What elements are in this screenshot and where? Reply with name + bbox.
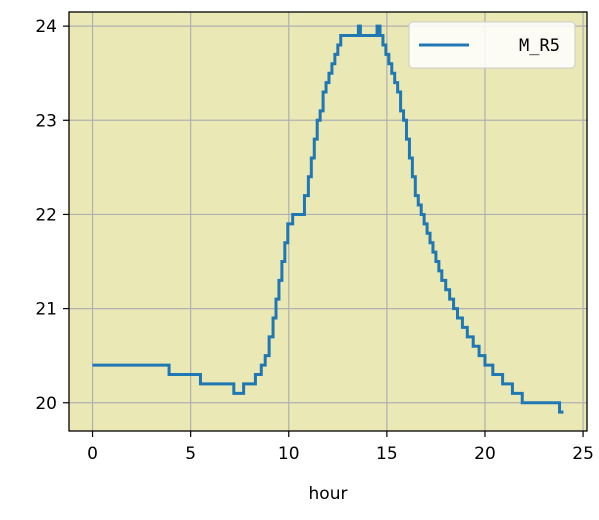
x-axis-label: hour (309, 484, 348, 504)
legend: M_R5 (408, 21, 576, 69)
x-tick-label: 0 (87, 444, 98, 464)
y-tick-label: 21 (35, 300, 57, 320)
y-axis: 20 21 22 23 24 (35, 17, 69, 414)
legend-box (408, 21, 576, 69)
plot-frame (68, 11, 588, 432)
x-tick-label: 25 (572, 444, 594, 464)
y-tick-label: 23 (35, 111, 57, 131)
x-tick-label: 15 (376, 444, 398, 464)
y-tick-label: 24 (35, 17, 57, 37)
x-tick-label: 5 (185, 444, 196, 464)
legend-label-m-r5: M_R5 (519, 36, 560, 56)
series-line-m-r5 (92, 24, 564, 414)
y-tick-label: 20 (35, 394, 57, 414)
x-tick-label: 10 (278, 444, 300, 464)
x-tick-label: 20 (474, 444, 496, 464)
x-axis: 0 5 10 15 20 25 (87, 431, 594, 464)
y-tick-label: 22 (35, 205, 57, 225)
series-layer (92, 24, 564, 414)
